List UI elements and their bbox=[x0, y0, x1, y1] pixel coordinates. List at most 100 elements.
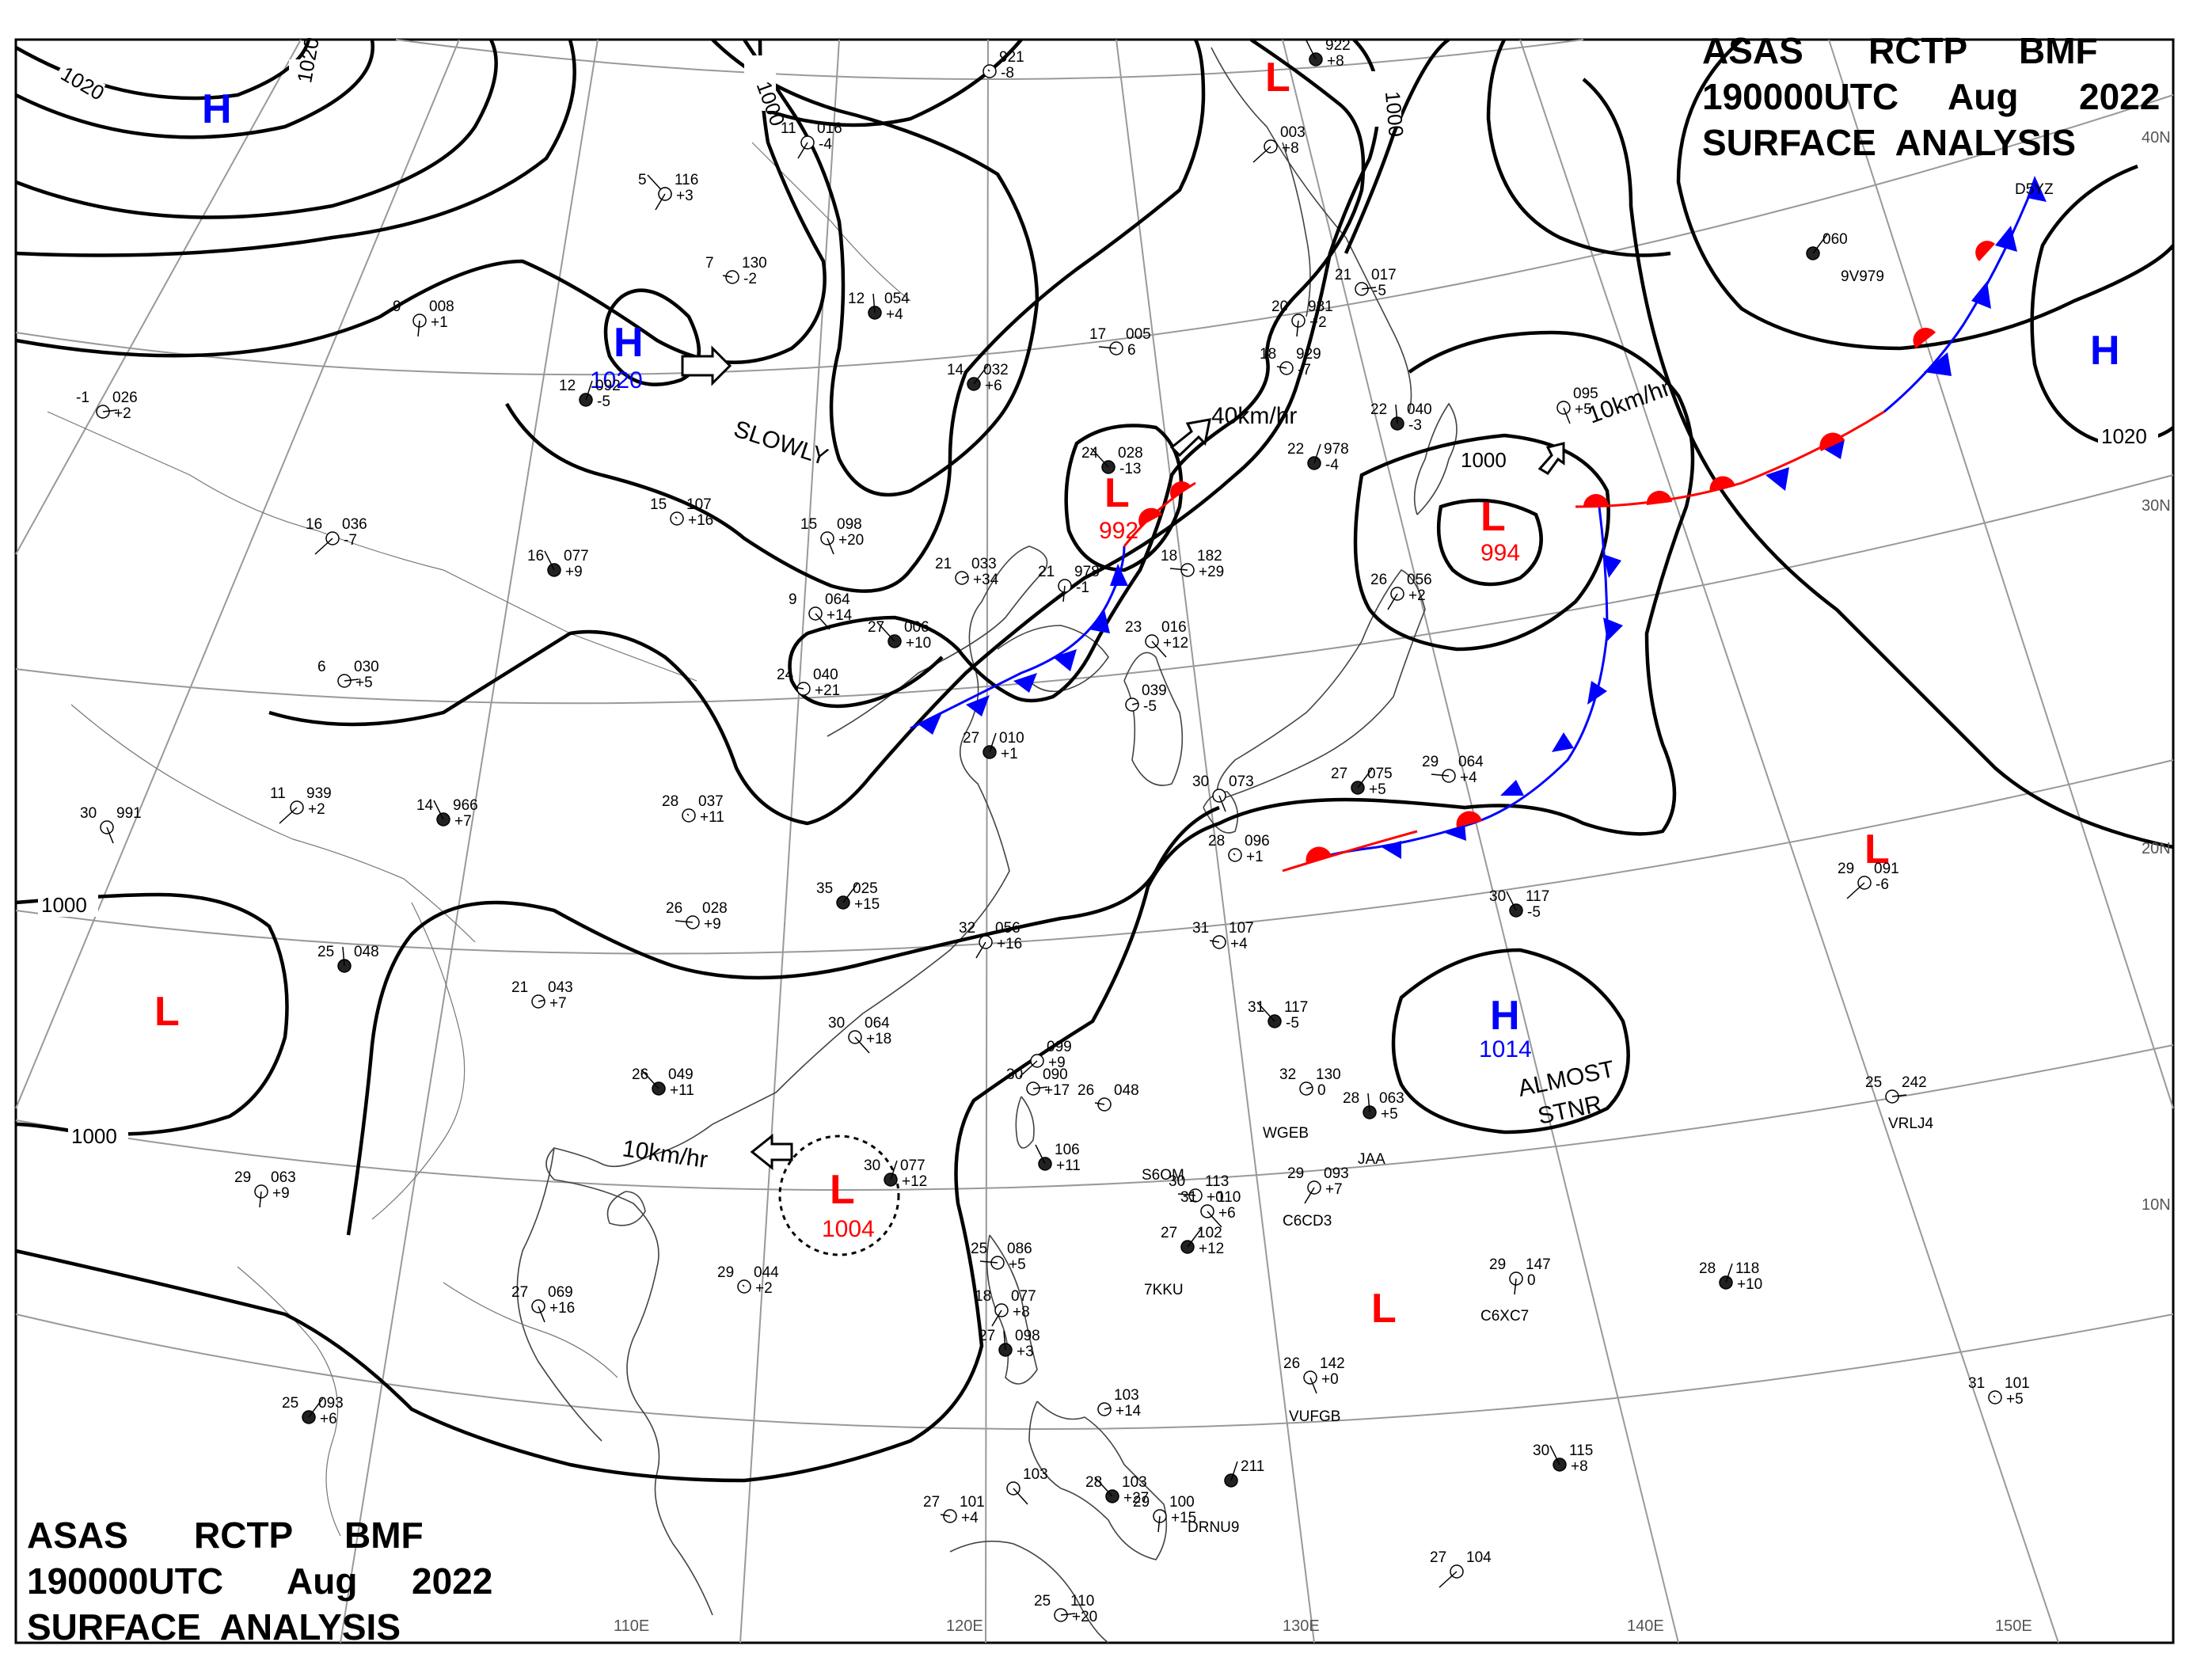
wind-barb bbox=[1177, 1193, 1196, 1196]
station-plot: 18 182+29 bbox=[1161, 548, 1224, 580]
station-tendency: 0 bbox=[1317, 1082, 1326, 1099]
coastline-philippines-1 bbox=[986, 1234, 1038, 1385]
wind-barb bbox=[975, 941, 986, 959]
station-pressure: 098 bbox=[1015, 1328, 1040, 1344]
station-tendency: +9 bbox=[272, 1185, 290, 1202]
station-pressure: 016 bbox=[1161, 619, 1187, 636]
station-temperature: 11 bbox=[270, 785, 286, 802]
borders bbox=[47, 142, 911, 1537]
station-tendency: +5 bbox=[355, 675, 373, 691]
station-plot: 26 142+0 bbox=[1283, 1355, 1345, 1394]
station-plot: 25 110+20 bbox=[1034, 1593, 1097, 1625]
wind-barb bbox=[1309, 1377, 1317, 1394]
wind-barb bbox=[1207, 1211, 1222, 1228]
station-pressure: 104 bbox=[1466, 1549, 1492, 1566]
station-tendency: +21 bbox=[815, 682, 840, 699]
station-tendency: +8 bbox=[1013, 1304, 1030, 1321]
parallel bbox=[15, 94, 2174, 376]
station-plot: 6 030+5 bbox=[317, 659, 379, 691]
motion-arrow bbox=[1537, 442, 1565, 475]
wind-barb bbox=[106, 827, 114, 844]
station-plot: 30 115+8 bbox=[1533, 1442, 1593, 1475]
station-temperature: 5 bbox=[638, 172, 647, 188]
wind-barb bbox=[675, 920, 694, 923]
station-pressure: 025 bbox=[853, 880, 878, 897]
ship-id: WGEB bbox=[1263, 1125, 1309, 1142]
isobar bbox=[711, 38, 1039, 497]
station-temperature: 29 bbox=[234, 1169, 251, 1186]
station-temperature: 26 bbox=[1077, 1082, 1094, 1099]
station-temperature: 27 bbox=[1331, 766, 1347, 782]
station-tendency: +34 bbox=[973, 572, 999, 588]
station-pressure: 063 bbox=[1379, 1090, 1404, 1107]
station-temperature: 15 bbox=[650, 496, 667, 513]
station-tendency: +9 bbox=[1048, 1055, 1066, 1071]
station-pressure: 048 bbox=[1114, 1082, 1139, 1099]
station-plot: 211 bbox=[1224, 1458, 1264, 1488]
station-temperature: 9 bbox=[789, 591, 797, 608]
isobar bbox=[15, 330, 1695, 1483]
station-tendency: +3 bbox=[1017, 1344, 1034, 1360]
station-pressure: 978 bbox=[1324, 441, 1349, 458]
station-pressure: 110 bbox=[1217, 1189, 1241, 1206]
station-plot: 26 048 bbox=[1077, 1082, 1139, 1112]
station-temperature: 31 bbox=[1248, 999, 1264, 1016]
header-bottom: ASAS RCTP BMF 190000UTC Aug 2022 SURFACE… bbox=[27, 1515, 492, 1648]
wind-barb bbox=[797, 142, 808, 159]
station-tendency: +12 bbox=[1199, 1241, 1224, 1257]
station-temperature: 32 bbox=[959, 920, 975, 937]
coastline-japan bbox=[1216, 568, 1426, 800]
station-temperature: 30 bbox=[828, 1015, 845, 1032]
station-pressure: 090 bbox=[1043, 1066, 1068, 1083]
dashed-isobar bbox=[778, 1135, 900, 1256]
station-temperature: 29 bbox=[1287, 1165, 1304, 1182]
station-pressure: 056 bbox=[995, 920, 1020, 937]
wind-barb bbox=[1104, 1407, 1112, 1410]
wind-barb bbox=[987, 69, 990, 72]
wind-barb bbox=[842, 883, 858, 903]
station-plot: 095+5 bbox=[1556, 386, 1598, 424]
isobar bbox=[1436, 498, 1543, 587]
station-plot: 12 054+4 bbox=[848, 291, 910, 323]
isobar bbox=[1676, 38, 2175, 351]
station-plot: 22 040-3 bbox=[1370, 401, 1432, 434]
cold-front-triangles bbox=[918, 176, 2047, 859]
station-tendency: +8 bbox=[1282, 140, 1299, 157]
station-pressure: 211 bbox=[1241, 1458, 1264, 1475]
parallel bbox=[15, 474, 2174, 705]
station-temperature: 21 bbox=[1335, 267, 1351, 283]
station-plot: 30 064+18 bbox=[828, 1015, 891, 1054]
station-pressure: 075 bbox=[1367, 766, 1393, 782]
wind-barb bbox=[1725, 1263, 1733, 1283]
coastline-china bbox=[545, 545, 1048, 1616]
station-pressure: 033 bbox=[971, 556, 997, 572]
station-tendency: +6 bbox=[1218, 1205, 1236, 1222]
station-plot: 28 037+11 bbox=[662, 793, 724, 826]
station-pressure: 978 bbox=[1074, 564, 1100, 580]
station-pressure: 037 bbox=[698, 793, 724, 810]
station-plot: 31 110+6 bbox=[1180, 1189, 1241, 1228]
station-tendency: -3 bbox=[1408, 417, 1422, 434]
station-plot: 27 006+10 bbox=[868, 619, 931, 652]
isobar bbox=[346, 805, 1220, 1236]
wind-barb bbox=[279, 807, 298, 824]
low-center-letter: L bbox=[1371, 1286, 1397, 1332]
wind-barb bbox=[1003, 1330, 1006, 1351]
station-tendency: +4 bbox=[1460, 770, 1477, 786]
station-pressure: 103 bbox=[1122, 1474, 1147, 1491]
station-plot: 9 008+1 bbox=[393, 298, 454, 337]
station-tendency: -5 bbox=[597, 393, 610, 410]
station-temperature: 29 bbox=[1838, 861, 1854, 877]
wind-barb bbox=[102, 409, 118, 412]
wind-barb bbox=[1218, 795, 1226, 812]
warm-front bbox=[1575, 410, 1885, 508]
station-pressure: 086 bbox=[1007, 1241, 1032, 1257]
cold-front bbox=[1329, 506, 1609, 857]
station-pressure: 130 bbox=[742, 255, 767, 272]
station-temperature: 29 bbox=[1422, 754, 1439, 770]
station-plot: 103 bbox=[1006, 1466, 1048, 1505]
station-temperature: 30 bbox=[1169, 1173, 1185, 1190]
station-temperature: 21 bbox=[511, 979, 528, 996]
station-pressure: 096 bbox=[1245, 833, 1270, 850]
